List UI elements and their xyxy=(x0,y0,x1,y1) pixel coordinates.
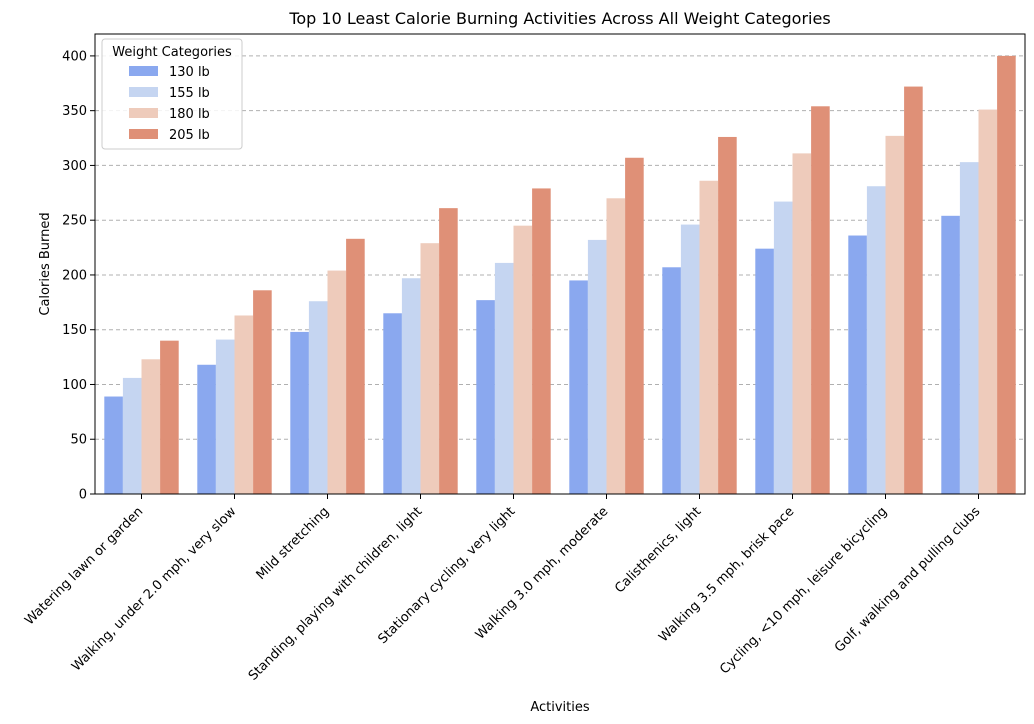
bar xyxy=(941,215,960,495)
bar xyxy=(718,136,737,494)
bar xyxy=(439,208,458,494)
bar xyxy=(773,201,793,495)
bar xyxy=(420,243,440,494)
legend-swatch xyxy=(129,66,158,76)
y-tick-label: 200 xyxy=(62,268,87,283)
bar xyxy=(662,267,681,494)
y-tick-label: 400 xyxy=(62,49,87,64)
y-tick-label: 150 xyxy=(62,323,87,338)
bar xyxy=(587,239,607,494)
bar xyxy=(606,198,626,495)
bar xyxy=(104,396,123,494)
x-tick-label: Calisthenics, light xyxy=(612,504,704,596)
bar xyxy=(959,162,979,494)
y-axis-ticks: 0 50 100 150 200 250 300 350 400 xyxy=(62,49,95,503)
x-tick-label: Standing, playing with children, light xyxy=(246,504,426,684)
y-tick-label: 50 xyxy=(70,433,87,448)
bar xyxy=(680,224,700,495)
bar xyxy=(346,238,365,494)
plot-frame xyxy=(94,33,1026,495)
chart-title: Top 10 Least Calorie Burning Activities … xyxy=(288,9,830,28)
y-tick-label: 0 xyxy=(79,488,87,503)
y-axis-title: Calories Burned xyxy=(38,212,53,315)
bar xyxy=(494,262,514,494)
bar xyxy=(160,340,179,494)
bar xyxy=(885,135,905,494)
bar xyxy=(122,377,142,494)
bar xyxy=(327,270,347,494)
legend-title: Weight Categories xyxy=(112,45,232,60)
bar xyxy=(141,359,161,494)
bar xyxy=(811,106,830,495)
legend-label: 180 lb xyxy=(169,107,210,122)
x-axis-title: Activities xyxy=(530,700,590,715)
x-tick-label: Cycling, <10 mph, leisure bicycling xyxy=(717,504,890,677)
bar xyxy=(197,364,216,494)
bar xyxy=(904,86,923,495)
legend-swatch xyxy=(129,108,158,118)
legend-label: 205 lb xyxy=(169,128,210,143)
bar xyxy=(792,153,812,494)
bar xyxy=(625,157,644,494)
bars-group xyxy=(104,55,1016,495)
legend-swatch xyxy=(129,129,158,139)
x-tick-label: Golf, walking and pulling clubs xyxy=(832,504,983,655)
y-tick-label: 250 xyxy=(62,214,87,229)
y-tick-label: 100 xyxy=(62,378,87,393)
bar xyxy=(308,301,328,494)
y-tick-label: 300 xyxy=(62,159,87,174)
bar xyxy=(699,180,719,494)
bar xyxy=(401,278,421,494)
legend: Weight Categories 130 lb 155 lb 180 lb 205 l… xyxy=(101,38,243,150)
bar xyxy=(997,55,1016,495)
bar xyxy=(290,331,309,494)
bar xyxy=(978,109,998,495)
bar xyxy=(866,186,886,494)
bar xyxy=(234,315,254,494)
bar xyxy=(513,225,533,494)
y-tick-label: 350 xyxy=(62,104,87,119)
legend-label: 130 lb xyxy=(169,65,210,80)
bar xyxy=(848,235,867,494)
bar xyxy=(476,300,495,494)
legend-swatch xyxy=(129,87,158,97)
legend-label: 155 lb xyxy=(169,86,210,101)
x-tick-label: Walking, under 2.0 mph, very slow xyxy=(69,504,240,675)
x-tick-label: Mild stretching xyxy=(254,504,333,583)
bar xyxy=(253,290,272,494)
bar xyxy=(215,339,235,494)
bar xyxy=(532,188,551,494)
bar xyxy=(569,280,588,494)
bar xyxy=(755,248,774,494)
bar xyxy=(383,313,402,494)
